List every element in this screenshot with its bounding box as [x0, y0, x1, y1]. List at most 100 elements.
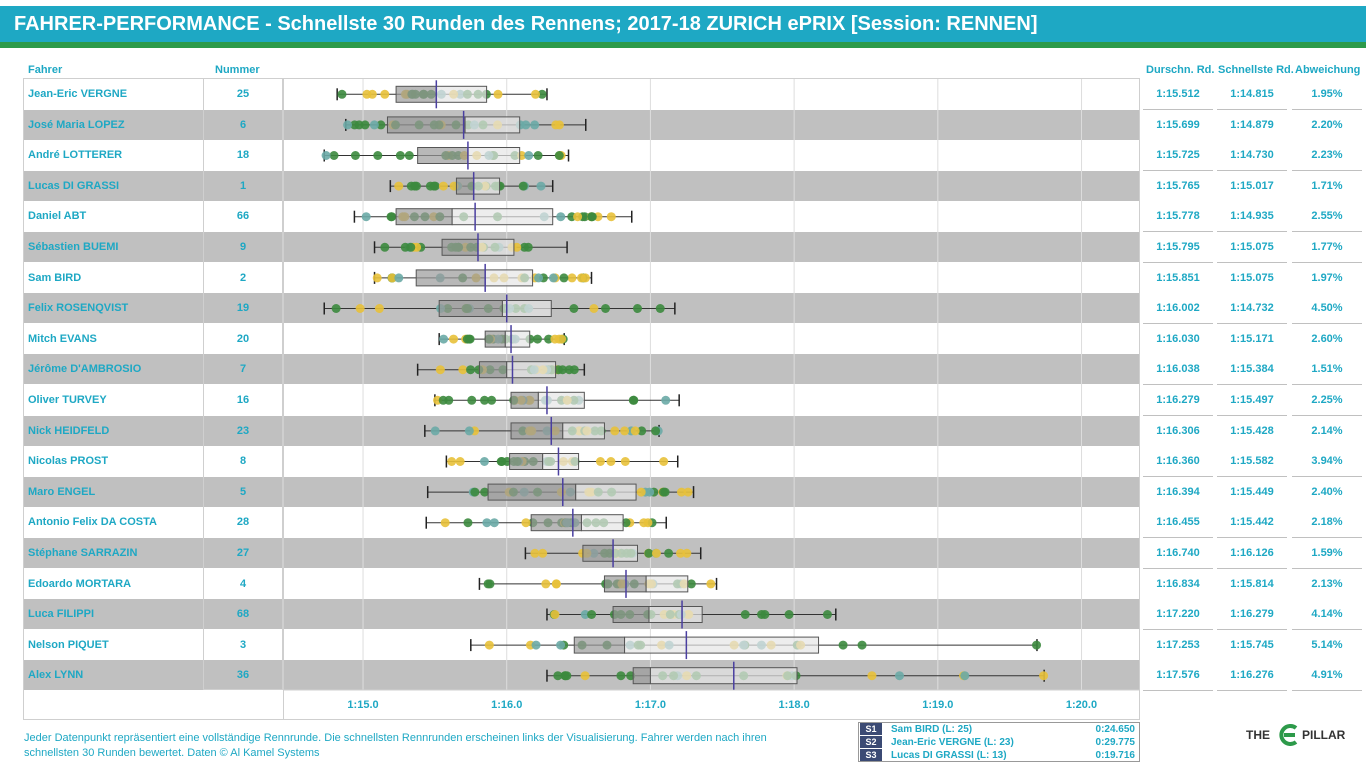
lap-dot	[661, 395, 671, 405]
stat-dev: 1.77%	[1292, 232, 1362, 263]
box-upper-half	[467, 147, 521, 164]
lap-dot	[637, 426, 647, 436]
lap-dot	[537, 89, 547, 99]
box-upper-half	[464, 116, 521, 134]
stat-avg: 1:16.030	[1143, 324, 1213, 355]
lap-dot	[677, 487, 687, 497]
stat-dev: 2.14%	[1292, 416, 1362, 447]
lap-dot	[580, 671, 590, 681]
lap-dot	[740, 610, 750, 619]
box-lower-half	[455, 177, 475, 195]
x-tick-label: 1:15.0	[347, 699, 378, 711]
driver-number: 36	[236, 669, 250, 681]
lap-dot	[633, 304, 643, 313]
box-lower-half	[386, 116, 466, 134]
driver-name: Oliver TURVEY	[28, 394, 107, 406]
brand-logo: THE PILLAR	[1246, 724, 1358, 748]
lap-dot	[440, 518, 450, 528]
lap-dot	[493, 89, 503, 99]
stat-best: 1:15.497	[1217, 385, 1287, 416]
box-lower-half	[582, 544, 614, 562]
title-band	[0, 6, 1366, 42]
x-tick-label: 1:20.0	[1066, 699, 1097, 711]
sector-legend: S1 Sam BIRD (L: 25) 0:24.650 S2 Jean-Eri…	[858, 722, 1140, 762]
box-lower-half	[417, 147, 469, 164]
driver-number: 23	[236, 425, 250, 437]
lap-dot	[406, 242, 416, 252]
x-tick-label: 1:17.0	[635, 699, 666, 711]
stat-best: 1:15.171	[1217, 324, 1287, 355]
driver-number: 6	[239, 119, 247, 131]
lap-dot	[651, 548, 661, 558]
lap-dot	[558, 365, 568, 375]
stat-dev: 4.50%	[1292, 293, 1362, 324]
lap-dot	[373, 151, 383, 160]
lap-dot	[683, 487, 693, 497]
lap-dot	[636, 487, 646, 497]
stat-avg: 1:16.360	[1143, 446, 1213, 477]
lap-dot	[395, 151, 405, 160]
logo-text-right: PILLAR	[1302, 728, 1346, 742]
driver-name: Maro ENGEL	[28, 486, 96, 498]
stat-best: 1:15.582	[1217, 446, 1287, 477]
stat-avg: 1:15.512	[1143, 79, 1213, 110]
lap-dot	[343, 120, 353, 130]
lap-dot	[595, 457, 605, 466]
driver-number: 3	[239, 639, 247, 651]
driver-number: 19	[236, 302, 250, 314]
lap-dot	[658, 487, 668, 497]
stat-avg: 1:16.002	[1143, 293, 1213, 324]
stat-dev: 1.51%	[1292, 354, 1362, 385]
lap-dot	[447, 457, 457, 466]
driver-number: 18	[236, 149, 250, 161]
title-stripe	[0, 42, 1366, 48]
lap-dot	[544, 334, 554, 344]
box-lower-half	[530, 514, 582, 532]
driver-number: 20	[236, 333, 250, 345]
driver-name: André LOTTERER	[28, 149, 123, 161]
lap-dot	[822, 610, 832, 619]
lap-dot	[664, 548, 674, 558]
lap-dot	[553, 671, 563, 681]
stat-avg: 1:15.795	[1143, 232, 1213, 263]
lap-dot	[355, 304, 365, 313]
box-lower-half	[441, 238, 479, 256]
box-upper-half	[645, 575, 689, 593]
lap-dot	[521, 120, 531, 130]
box-upper-half	[501, 300, 552, 317]
driver-name: Luca FILIPPI	[28, 608, 95, 620]
header-dev: Abweichung	[1295, 64, 1361, 76]
lap-dot	[465, 334, 475, 344]
lap-dot	[380, 89, 390, 99]
lap-dot	[387, 273, 397, 283]
lap-dot	[482, 518, 492, 528]
lap-dot	[569, 304, 579, 313]
lap-dot	[580, 610, 590, 619]
lap-dot	[784, 610, 794, 619]
box-upper-half	[473, 177, 501, 195]
stat-avg: 1:16.455	[1143, 507, 1213, 538]
lap-dot	[489, 518, 499, 528]
box-upper-half	[537, 391, 585, 409]
lap-dot	[960, 671, 970, 681]
driver-number: 9	[239, 241, 247, 253]
driver-name: José Maria LOPEZ	[28, 119, 125, 131]
sector-tag: S2	[860, 736, 882, 748]
box-lower-half	[509, 453, 544, 470]
stat-best: 1:16.279	[1217, 599, 1287, 630]
stat-dev: 1.59%	[1292, 538, 1362, 569]
lap-dot	[487, 395, 497, 405]
page-title: FAHRER-PERFORMANCE - Schnellste 30 Runde…	[14, 13, 1038, 35]
stat-avg: 1:16.038	[1143, 354, 1213, 385]
lap-dot	[606, 457, 616, 466]
stat-dev: 4.14%	[1292, 599, 1362, 630]
lap-dot	[682, 548, 692, 558]
box-upper-half	[451, 208, 554, 226]
sector-driver: Jean-Eric VERGNE (L: 23)	[891, 737, 1014, 748]
lap-dot	[374, 304, 384, 313]
lap-dot	[538, 548, 548, 558]
lap-dot	[838, 640, 848, 650]
stat-best: 1:16.276	[1217, 660, 1287, 691]
box-upper-half	[506, 361, 557, 379]
